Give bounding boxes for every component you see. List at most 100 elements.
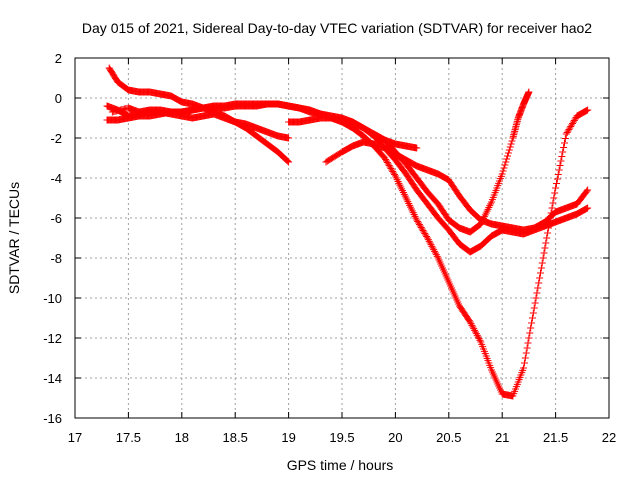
data-point: [499, 167, 507, 175]
data-point: [507, 140, 515, 148]
data-point: [285, 158, 293, 166]
data-point: [530, 304, 538, 312]
x-tick-label: 21.5: [543, 430, 568, 445]
data-point: [432, 251, 440, 259]
x-tick-label: 19.5: [329, 430, 354, 445]
data-point: [472, 328, 479, 336]
data-point: [427, 241, 435, 249]
data-point: [502, 158, 510, 166]
y-tick-label: -14: [43, 371, 62, 386]
y-axis-label: SDTVAR / TECUs: [6, 182, 22, 294]
data-point: [390, 169, 398, 177]
data-point: [561, 139, 568, 147]
series-track-g: [285, 88, 533, 236]
data-point: [521, 354, 529, 362]
data-point: [481, 211, 489, 219]
data-point: [524, 339, 532, 347]
data-point: [567, 123, 575, 130]
data-point: [520, 364, 528, 372]
data-point: [412, 214, 420, 222]
data-point: [508, 137, 516, 145]
data-point: [393, 176, 401, 184]
data-point: [415, 221, 423, 228]
data-point: [420, 228, 428, 236]
data-point: [474, 333, 482, 341]
data-point: [552, 180, 560, 187]
data-point: [584, 106, 592, 114]
data-point: [536, 269, 544, 277]
data-point: [429, 244, 437, 252]
data-point: [423, 234, 431, 242]
data-point: [570, 117, 578, 124]
data-point: [548, 204, 556, 212]
data-point: [553, 175, 561, 183]
grid: [75, 58, 609, 418]
data-point: [583, 187, 591, 195]
data-point: [549, 199, 557, 207]
series-track-e: [322, 138, 592, 234]
axis-ticks: 17 17.5 18 18.5 19 19.5 20 20.5 21 21.5 2220-2-4-6…: [43, 51, 616, 445]
data-point: [416, 222, 424, 230]
data-point: [283, 156, 291, 164]
data-point: [531, 299, 539, 307]
x-tick-label: 17: [68, 430, 82, 445]
data-point: [520, 359, 528, 367]
data-point: [428, 242, 436, 250]
data-point: [522, 349, 530, 357]
data-point: [391, 171, 399, 178]
data-point: [389, 168, 397, 175]
data-point: [501, 161, 509, 169]
data-point: [526, 329, 534, 337]
data-point: [540, 249, 548, 257]
data-point: [558, 153, 566, 160]
data-point: [523, 344, 531, 352]
plot-frame: [74, 57, 610, 419]
data-point: [407, 203, 415, 211]
data-point: [401, 192, 409, 200]
data-point: [498, 170, 506, 178]
data-point: [532, 294, 540, 302]
data-point: [418, 225, 426, 233]
data-point: [472, 330, 480, 338]
data-point: [500, 164, 508, 172]
data-point: [479, 216, 487, 224]
y-tick-label: -2: [50, 131, 62, 146]
x-tick-label: 17.5: [116, 430, 141, 445]
data-point: [538, 259, 546, 267]
data-point: [560, 144, 568, 151]
y-tick-label: -10: [43, 291, 62, 306]
data-point: [415, 219, 423, 227]
data-point: [539, 254, 547, 262]
data-point: [465, 317, 473, 325]
series-track-a: [105, 64, 293, 166]
data-point: [421, 230, 429, 237]
data-point: [413, 144, 421, 152]
data-point: [564, 127, 572, 135]
data-point: [383, 159, 391, 166]
data-point: [388, 166, 396, 174]
y-tick-label: -4: [50, 171, 62, 186]
data-point: [413, 216, 421, 224]
data-point: [584, 186, 592, 194]
series-track-d: [108, 100, 592, 256]
data-point: [568, 121, 576, 129]
data-point: [559, 148, 567, 156]
chart-title: Day 015 of 2021, Sidereal Day-to-day VTE…: [82, 20, 592, 36]
data-point: [426, 239, 434, 247]
y-tick-label: -16: [43, 411, 62, 426]
data-point: [555, 166, 563, 174]
data-point: [504, 152, 512, 160]
data-point: [503, 155, 511, 163]
data-point: [422, 231, 430, 239]
data-point: [535, 279, 543, 287]
data-point: [433, 252, 441, 260]
data-point: [525, 88, 533, 96]
data-point: [382, 156, 390, 163]
data-point: [383, 157, 390, 165]
data-point: [284, 157, 292, 165]
data-point: [414, 218, 422, 225]
data-point: [527, 324, 535, 332]
data-point: [431, 249, 439, 257]
x-axis-label: GPS time / hours: [287, 457, 394, 473]
x-tick-label: 21: [495, 430, 509, 445]
